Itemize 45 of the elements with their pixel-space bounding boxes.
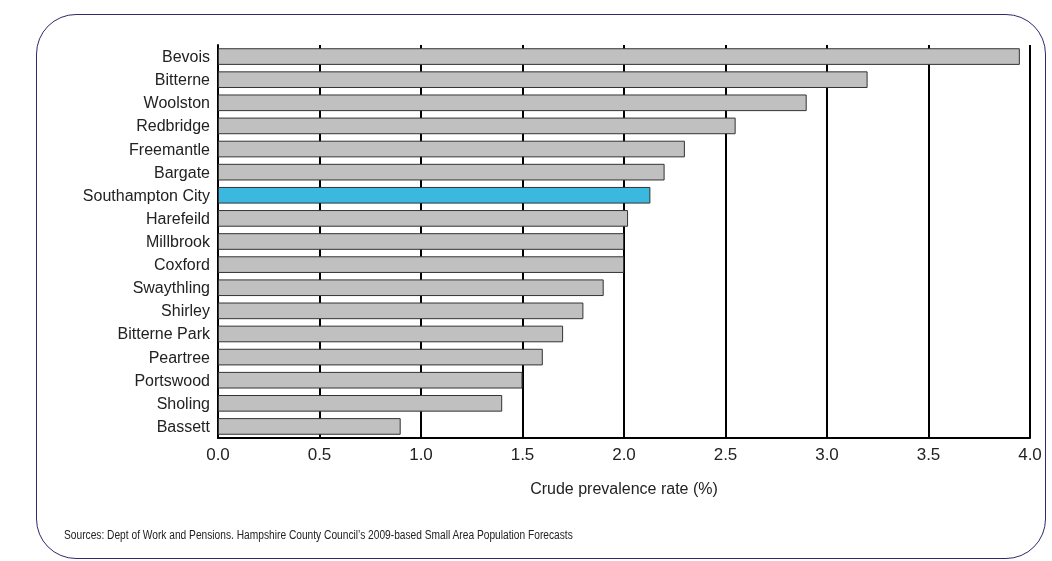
source-note: Sources: Dept of Work and Pensions. Hampshire County Council’s 2009-based Small Area Population Forecasts xyxy=(64,528,573,542)
bar xyxy=(218,418,401,435)
y-tick-label: Millbrook xyxy=(145,233,211,250)
y-tick-label: Sholing xyxy=(156,394,210,412)
x-tick-label: 3.0 xyxy=(815,445,839,464)
y-tick-label: Southampton City xyxy=(82,186,210,204)
bar xyxy=(218,233,624,250)
bar xyxy=(218,325,564,343)
bar xyxy=(218,71,868,88)
y-tick-label: Bassett xyxy=(156,417,211,435)
x-tick-label: 4.0 xyxy=(1018,445,1042,464)
x-axis-title: Crude prevalence rate (%) xyxy=(530,479,718,497)
bar xyxy=(218,186,651,204)
y-tick-label: Harefeild xyxy=(145,209,210,227)
y-tick-label: Peartree xyxy=(148,348,211,366)
y-tick-label: Redbridge xyxy=(136,117,211,135)
bar xyxy=(218,48,1020,65)
y-tick-label: Coxford xyxy=(153,256,210,274)
y-tick-label: Bargate xyxy=(153,163,211,181)
bar xyxy=(218,163,665,181)
bar xyxy=(218,140,685,158)
bar xyxy=(218,117,736,135)
x-tick-label: 1.5 xyxy=(510,445,535,464)
x-tick-label: 3.5 xyxy=(916,445,941,464)
bar xyxy=(218,371,523,389)
y-tick-label: Swaythling xyxy=(132,279,210,297)
bar xyxy=(218,256,624,273)
x-tick-label: 0.0 xyxy=(206,445,230,464)
bar xyxy=(218,210,629,227)
bar xyxy=(218,94,807,112)
y-tick-label: Bitterne Park xyxy=(117,325,211,343)
y-tick-label: Bevois xyxy=(161,48,210,66)
y-tick-label: Shirley xyxy=(161,302,210,320)
y-tick-label: Freemantle xyxy=(129,140,211,158)
x-tick-label: 0.5 xyxy=(307,445,332,464)
bar xyxy=(218,395,503,412)
y-tick-label: Portswood xyxy=(134,371,210,389)
y-tick-label: Bitterne xyxy=(154,71,211,89)
y-tick-label: Woolston xyxy=(143,94,210,112)
bar xyxy=(218,302,584,320)
x-tick-label: 1.0 xyxy=(409,445,433,464)
x-tick-label: 2.5 xyxy=(713,445,738,464)
bar xyxy=(218,279,604,297)
bar xyxy=(218,348,543,366)
x-tick-label: 2.0 xyxy=(612,445,636,464)
